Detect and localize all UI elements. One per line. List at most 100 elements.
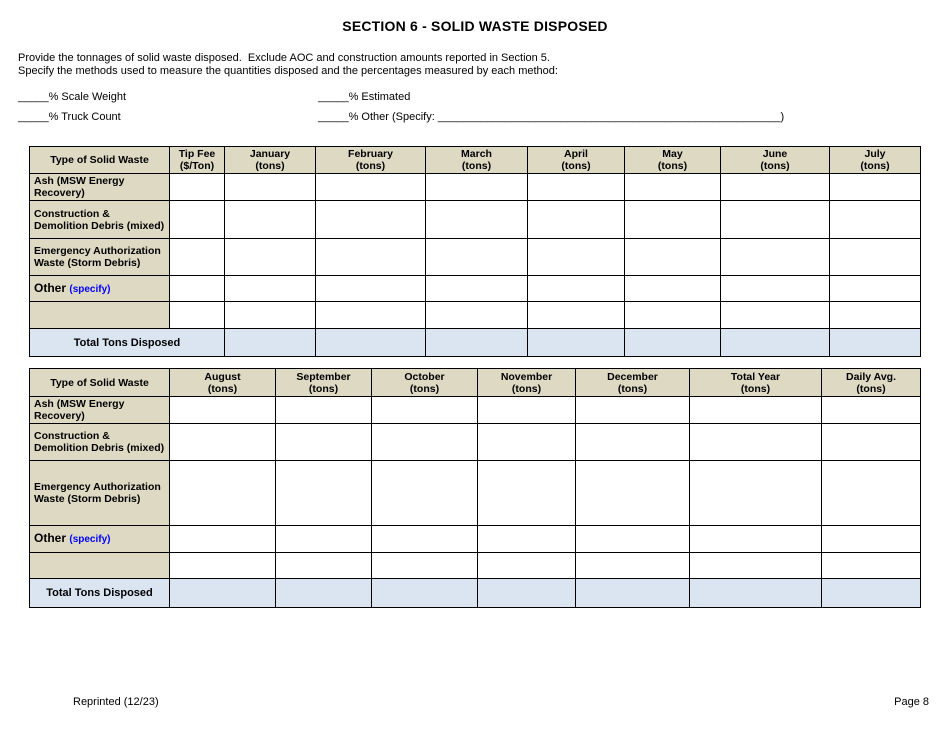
column-header-january: January (tons) — [224, 146, 316, 174]
cell-blank-total-year — [689, 552, 822, 579]
cell-emergency-authorization-waste-august — [169, 460, 276, 526]
instructions-line-2: Specify the methods used to measure the … — [18, 65, 558, 77]
cell-emergency-authorization-waste-october — [371, 460, 478, 526]
column-header-units: (tons) — [255, 160, 285, 172]
row-label-text: Ash (MSW Energy Recovery) — [34, 398, 125, 422]
cell-blank-september — [275, 552, 372, 579]
other-label: % Other (Specify: — [348, 111, 438, 123]
column-header-february: February (tons) — [315, 146, 426, 174]
cell-emergency-authorization-waste-february — [315, 238, 426, 276]
cell-blank-tip-fee — [169, 301, 225, 329]
table-row-blank — [29, 552, 921, 579]
column-header-text: Type of Solid Waste — [50, 154, 149, 166]
row-label-ash: Ash (MSW Energy Recovery) — [29, 173, 170, 201]
estimated-blank: _____ — [318, 91, 349, 103]
column-header-august: August (tons) — [169, 368, 276, 397]
cell-other-june — [720, 275, 830, 302]
cell-blank-august — [169, 552, 276, 579]
solid-waste-aug-dec-table: Type of Solid Waste August (tons) September… — [29, 368, 921, 608]
estimated-label: % Estimated — [348, 91, 411, 103]
cell-construction-demolition-debris-total-year — [689, 423, 822, 461]
table-row-construction-demolition-debris: Construction & Demolition Debris (mixed) — [29, 423, 921, 461]
total-cell-total-year — [689, 578, 822, 608]
method-truck-count: _____% Truck Count — [18, 111, 121, 123]
row-label-construction-demolition-debris: Construction & Demolition Debris (mixed) — [29, 423, 170, 461]
total-row: Total Tons Disposed — [29, 578, 921, 608]
cell-construction-demolition-debris-tip-fee — [169, 200, 225, 239]
cell-emergency-authorization-waste-april — [527, 238, 625, 276]
cell-blank-july — [829, 301, 921, 329]
column-header-text: April — [564, 148, 588, 160]
row-label-other: Other (specify) — [29, 275, 170, 302]
row-label-text: Emergency Authorization Waste (Storm Deb… — [34, 481, 161, 505]
cell-construction-demolition-debris-july — [829, 200, 921, 239]
row-label-ash: Ash (MSW Energy Recovery) — [29, 396, 170, 424]
cell-other-total-year — [689, 525, 822, 553]
row-label-text: Ash (MSW Energy Recovery) — [34, 175, 125, 199]
method-other: _____% Other (Specify: _________________… — [318, 111, 784, 123]
cell-other-september — [275, 525, 372, 553]
column-header-text: February — [348, 148, 393, 160]
table-row-ash: Ash (MSW Energy Recovery) — [29, 396, 921, 424]
column-header-july: July (tons) — [829, 146, 921, 174]
table-row-ash: Ash (MSW Energy Recovery) — [29, 173, 921, 201]
total-cell-december — [575, 578, 690, 608]
cell-construction-demolition-debris-october — [371, 423, 478, 461]
total-cell-january — [224, 328, 316, 357]
column-header-text: Type of Solid Waste — [50, 376, 149, 389]
footer-page-number: Page 8 — [894, 696, 929, 708]
column-header-text: Total Year — [730, 370, 781, 383]
cell-ash-daily-avg — [821, 396, 921, 424]
total-cell-march — [425, 328, 528, 357]
column-header-november: November (tons) — [477, 368, 576, 397]
cell-blank-february — [315, 301, 426, 329]
cell-blank-may — [624, 301, 721, 329]
truck-count-blank: _____ — [18, 111, 49, 123]
cell-construction-demolition-debris-may — [624, 200, 721, 239]
column-header-units: ($/Ton) — [179, 160, 215, 172]
total-tons-disposed-label: Total Tons Disposed — [29, 328, 225, 357]
row-label-text: Other — [34, 280, 67, 295]
cell-ash-march — [425, 173, 528, 201]
column-header-text: May — [662, 148, 683, 160]
specify-label: (specify) — [69, 283, 111, 295]
column-header-type-of-solid-waste: Type of Solid Waste — [29, 146, 170, 174]
cell-ash-december — [575, 396, 690, 424]
cell-other-november — [477, 525, 576, 553]
cell-emergency-authorization-waste-may — [624, 238, 721, 276]
cell-ash-tip-fee — [169, 173, 225, 201]
instructions-line-1: Provide the tonnages of solid waste disp… — [18, 52, 550, 64]
column-header-units: (tons) — [860, 160, 890, 172]
cell-emergency-authorization-waste-tip-fee — [169, 238, 225, 276]
column-header-text: Daily Avg. — [846, 370, 896, 383]
row-label-blank — [29, 301, 170, 329]
row-label-text: Emergency Authorization Waste (Storm Deb… — [34, 245, 161, 269]
cell-other-march — [425, 275, 528, 302]
table-row-other: Other (specify) — [29, 275, 921, 302]
cell-blank-october — [371, 552, 478, 579]
cell-blank-april — [527, 301, 625, 329]
cell-other-daily-avg — [821, 525, 921, 553]
cell-emergency-authorization-waste-july — [829, 238, 921, 276]
cell-emergency-authorization-waste-daily-avg — [821, 460, 921, 526]
other-blank: _____ — [318, 111, 349, 123]
cell-blank-december — [575, 552, 690, 579]
other-close-paren: ) — [780, 111, 785, 123]
truck-count-label: % Truck Count — [48, 111, 121, 123]
column-header-units: (tons) — [760, 160, 790, 172]
table-row-construction-demolition-debris: Construction & Demolition Debris (mixed) — [29, 200, 921, 239]
column-header-text: September — [296, 370, 351, 383]
column-header-units: (tons) — [409, 382, 440, 395]
page-title: SECTION 6 - SOLID WASTE DISPOSED — [342, 18, 608, 34]
cell-ash-january — [224, 173, 316, 201]
cell-emergency-authorization-waste-june — [720, 238, 830, 276]
column-header-units: (tons) — [355, 160, 386, 172]
cell-ash-may — [624, 173, 721, 201]
total-cell-daily-avg — [821, 578, 921, 608]
column-header-daily-avg: Daily Avg. (tons) — [821, 368, 921, 397]
cell-other-may — [624, 275, 721, 302]
total-row: Total Tons Disposed — [29, 328, 921, 357]
column-header-text: November — [500, 370, 553, 383]
cell-emergency-authorization-waste-march — [425, 238, 528, 276]
cell-emergency-authorization-waste-total-year — [689, 460, 822, 526]
